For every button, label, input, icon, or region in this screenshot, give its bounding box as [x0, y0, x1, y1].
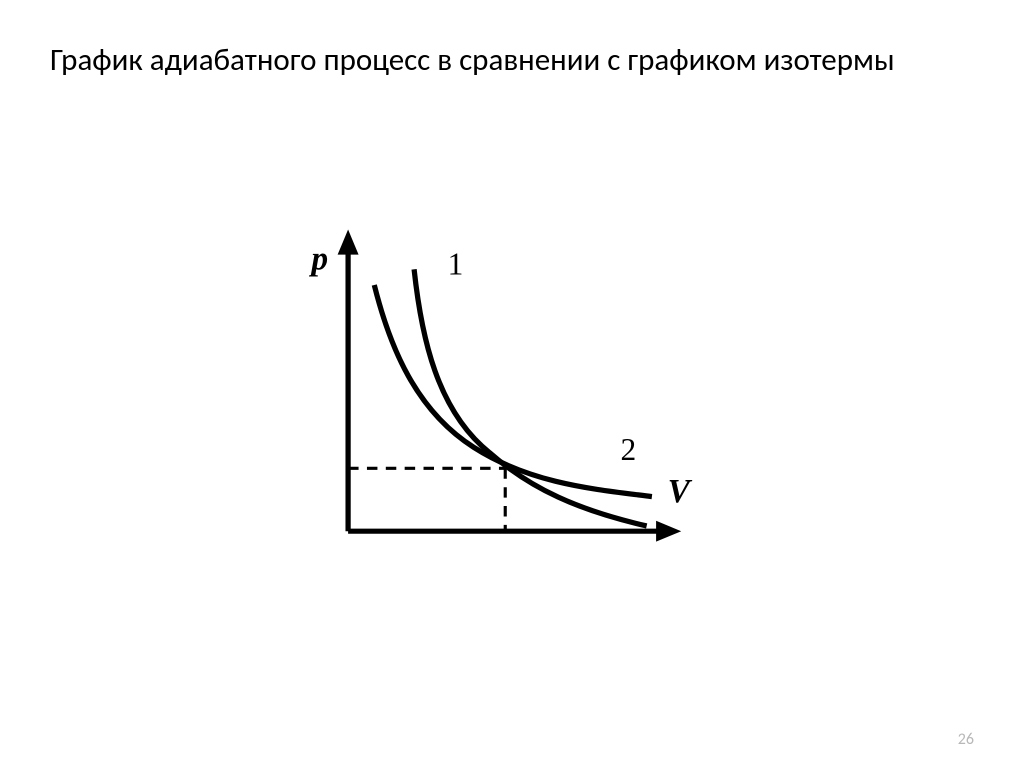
- chart-container: p V 1 2: [280, 215, 720, 575]
- x-axis-label: V: [668, 473, 693, 510]
- curve-1-label: 1: [448, 247, 464, 282]
- page-number: 26: [958, 730, 974, 749]
- curve-2-label: 2: [620, 432, 636, 467]
- curve-1-isotherm: [374, 285, 652, 497]
- slide-title: График адиабатного процесс в сравнении с…: [50, 40, 900, 82]
- curve-2-adiabat: [414, 269, 647, 526]
- slide-container: График адиабатного процесс в сравнении с…: [0, 0, 1024, 767]
- y-axis-label: p: [308, 240, 328, 277]
- pv-chart-svg: p V 1 2: [280, 215, 720, 575]
- y-axis-arrow: [338, 229, 359, 254]
- x-axis-arrow: [656, 521, 681, 542]
